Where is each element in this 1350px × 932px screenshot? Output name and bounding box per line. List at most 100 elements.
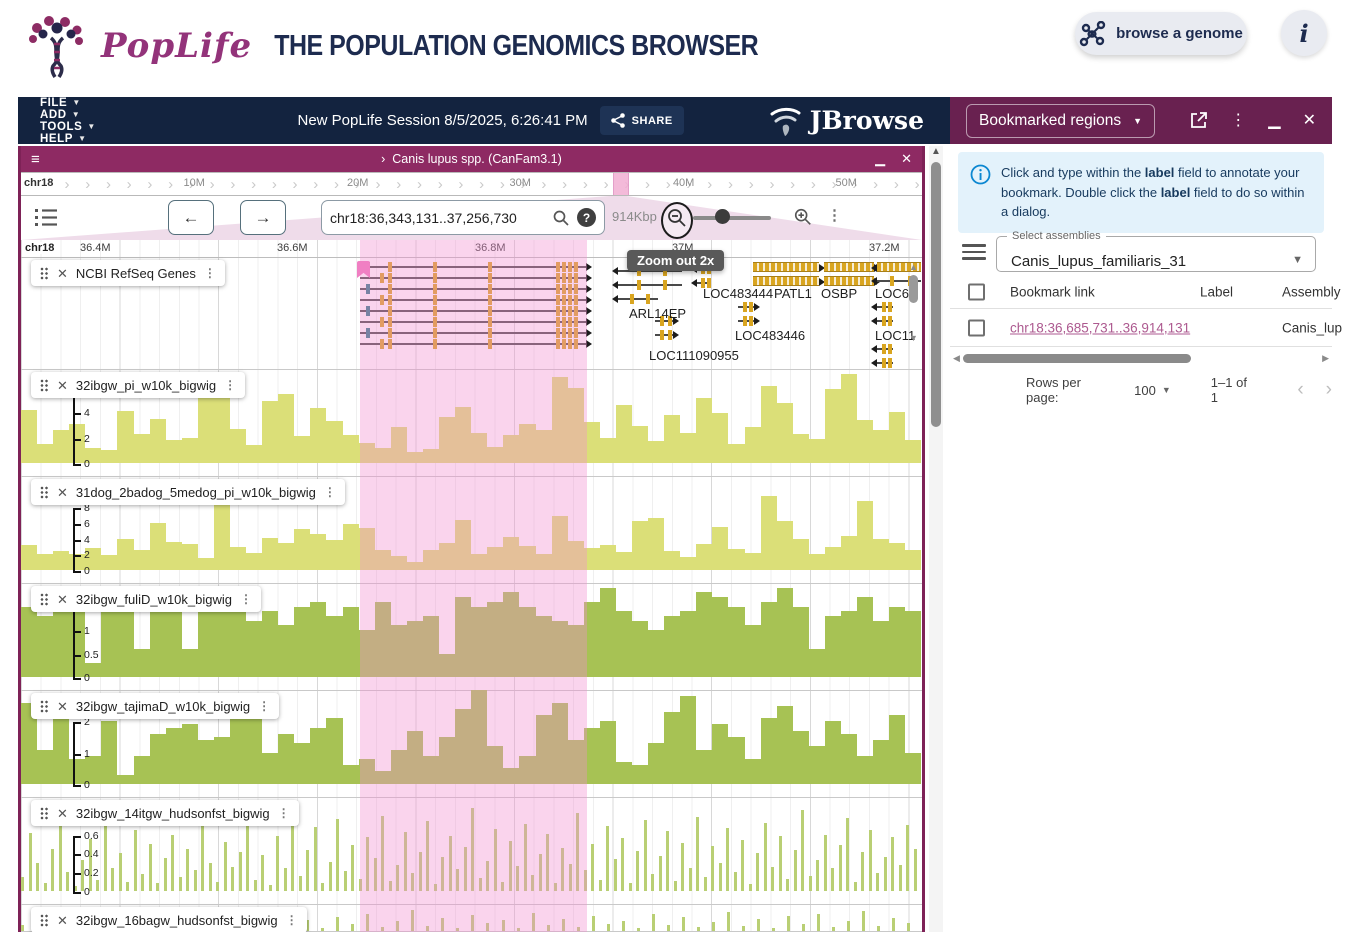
track-menu-kebab-icon[interactable]: ⋮ bbox=[258, 699, 271, 713]
gene-feature[interactable] bbox=[360, 317, 592, 327]
scrollbar-thumb[interactable] bbox=[909, 275, 918, 303]
gene-feature[interactable] bbox=[612, 266, 682, 276]
gene-feature[interactable] bbox=[824, 276, 880, 286]
gene-name-label[interactable]: OSBP bbox=[821, 286, 858, 301]
scrollbar-thumb[interactable] bbox=[931, 162, 941, 427]
gene-feature[interactable] bbox=[360, 273, 592, 283]
rows-per-page-select[interactable]: 100 ▼ bbox=[1134, 383, 1171, 398]
gene-feature[interactable] bbox=[360, 306, 592, 316]
zoom-in-button[interactable] bbox=[793, 207, 813, 232]
search-icon[interactable] bbox=[552, 209, 570, 227]
gene-feature[interactable] bbox=[871, 344, 893, 354]
drag-handle-icon[interactable] bbox=[40, 806, 49, 820]
gene-name-label[interactable]: LOC111090955 bbox=[649, 348, 739, 363]
overview-selected-region[interactable] bbox=[613, 173, 629, 195]
gene-feature[interactable] bbox=[738, 302, 760, 312]
view-options-kebab-icon[interactable]: ⋮ bbox=[827, 207, 842, 224]
menu-help[interactable]: HELP ▼ bbox=[40, 132, 87, 145]
drag-handle-icon[interactable] bbox=[40, 592, 49, 606]
track-menu-kebab-icon[interactable]: ⋮ bbox=[224, 378, 237, 392]
track-close-icon[interactable]: ✕ bbox=[57, 377, 68, 393]
drag-handle-icon[interactable] bbox=[40, 699, 49, 713]
gene-feature[interactable] bbox=[360, 339, 592, 349]
drag-handle-icon[interactable] bbox=[40, 378, 49, 392]
gene-name-label[interactable]: LOC60 bbox=[875, 286, 917, 301]
drag-handle-icon[interactable] bbox=[40, 913, 49, 927]
track-close-icon[interactable]: ✕ bbox=[57, 912, 68, 928]
gene-feature[interactable] bbox=[360, 295, 592, 305]
zoom-slider[interactable] bbox=[693, 216, 771, 220]
drag-handle-icon[interactable] bbox=[40, 485, 49, 499]
share-button[interactable]: SHARE bbox=[599, 106, 684, 135]
drawer-menu-kebab-icon[interactable]: ⋮ bbox=[1230, 111, 1247, 129]
drag-handle-icon[interactable] bbox=[40, 266, 49, 280]
gene-name-label[interactable]: ARL14EP bbox=[629, 306, 687, 321]
main-scrollbar[interactable]: ▲ bbox=[929, 146, 943, 932]
chromosome-overview[interactable]: › › › › › › › › › › › › › › › › › › › › › › › › › › › › › › › › › › › › › › › ›… bbox=[21, 172, 922, 196]
track-menu-kebab-icon[interactable]: ⋮ bbox=[203, 266, 216, 280]
previous-page-icon[interactable]: ‹ bbox=[1297, 379, 1304, 400]
next-page-icon[interactable]: › bbox=[1325, 379, 1332, 400]
gene-feature[interactable] bbox=[871, 262, 921, 272]
scroll-up-icon[interactable]: ▲ bbox=[909, 262, 918, 272]
pan-left-button[interactable]: ← bbox=[168, 200, 214, 235]
scroll-left-icon[interactable]: ◀ bbox=[953, 353, 960, 363]
drawer-hamburger-icon[interactable] bbox=[962, 240, 986, 264]
region-ruler[interactable]: chr18 36.4M 36.6M 36.8M 37M 37.2M bbox=[21, 240, 922, 258]
zoom-slider-handle[interactable] bbox=[715, 209, 730, 224]
menu-tools[interactable]: TOOLS ▼ bbox=[40, 120, 96, 133]
track-menu-kebab-icon[interactable]: ⋮ bbox=[240, 592, 253, 606]
gene-feature[interactable] bbox=[612, 294, 658, 304]
drawer-close-icon[interactable]: ✕ bbox=[1302, 111, 1316, 129]
gene-feature[interactable] bbox=[655, 330, 679, 340]
hscroll-thumb[interactable] bbox=[963, 354, 1191, 363]
gene-track-scrollbar[interactable]: ▲ ▼ bbox=[907, 262, 920, 343]
gene-feature[interactable] bbox=[824, 262, 880, 272]
gene-name-label[interactable]: PATL1 bbox=[774, 286, 812, 301]
bookmark-link[interactable]: chr18:36,685,731..36,914,131 bbox=[1010, 320, 1191, 335]
gene-feature[interactable] bbox=[360, 284, 592, 294]
gene-name-label[interactable]: LOC483444 bbox=[703, 286, 774, 301]
browse-genome-button[interactable]: browse a genome bbox=[1075, 12, 1247, 55]
track-close-icon[interactable]: ✕ bbox=[57, 805, 68, 821]
track-menu-kebab-icon[interactable]: ⋮ bbox=[323, 485, 336, 499]
row-checkbox[interactable] bbox=[968, 319, 985, 336]
gene-feature[interactable] bbox=[753, 262, 825, 272]
bookmark-flag-icon[interactable] bbox=[357, 261, 370, 278]
track-close-icon[interactable]: ✕ bbox=[57, 698, 68, 714]
gene-feature[interactable] bbox=[360, 328, 592, 338]
gene-feature[interactable] bbox=[360, 262, 592, 272]
track-close-icon[interactable]: ✕ bbox=[57, 591, 68, 607]
track-selector-button[interactable] bbox=[33, 206, 59, 230]
gene-feature[interactable] bbox=[871, 316, 893, 326]
gene-feature[interactable] bbox=[871, 358, 893, 368]
gene-name-label[interactable]: LOC11 bbox=[875, 328, 916, 343]
gene-feature[interactable] bbox=[691, 278, 711, 288]
view-menu-hamburger-icon[interactable]: ≡ bbox=[31, 150, 40, 168]
drawer-widget-select[interactable]: Bookmarked regions ▼ bbox=[966, 103, 1156, 138]
view-minimize-icon[interactable]: ▁ bbox=[875, 151, 886, 166]
menu-add[interactable]: ADD ▼ bbox=[40, 108, 81, 121]
gene-name-label[interactable]: LOC483446 bbox=[735, 328, 806, 343]
gene-feature[interactable] bbox=[655, 316, 679, 326]
table-horizontal-scrollbar[interactable]: ◀ ▶ bbox=[950, 351, 1332, 365]
track-menu-kebab-icon[interactable]: ⋮ bbox=[277, 806, 290, 820]
track-menu-kebab-icon[interactable]: ⋮ bbox=[285, 913, 298, 927]
assembly-select[interactable]: Select assemblies Canis_lupus_familiaris… bbox=[996, 230, 1316, 272]
pan-right-button[interactable]: → bbox=[240, 200, 286, 235]
select-all-checkbox[interactable] bbox=[968, 283, 985, 300]
open-in-new-icon[interactable] bbox=[1189, 111, 1208, 130]
gene-feature[interactable] bbox=[871, 302, 893, 312]
gene-feature[interactable] bbox=[612, 280, 682, 290]
gene-feature[interactable] bbox=[738, 316, 760, 326]
menu-file[interactable]: FILE ▼ bbox=[40, 96, 81, 109]
drawer-minimize-icon[interactable]: ▁ bbox=[1268, 111, 1281, 129]
info-button[interactable]: i bbox=[1281, 10, 1327, 56]
search-help-icon[interactable]: ? bbox=[577, 208, 596, 227]
scroll-down-icon[interactable]: ▼ bbox=[909, 333, 918, 343]
zoom-out-button[interactable] bbox=[661, 202, 693, 239]
location-searchbox[interactable]: chr18:36,343,131..37,256,730 ? bbox=[321, 200, 605, 235]
view-close-icon[interactable]: ✕ bbox=[901, 151, 912, 166]
scroll-up-icon[interactable]: ▲ bbox=[931, 146, 941, 157]
gene-feature[interactable] bbox=[753, 276, 825, 286]
